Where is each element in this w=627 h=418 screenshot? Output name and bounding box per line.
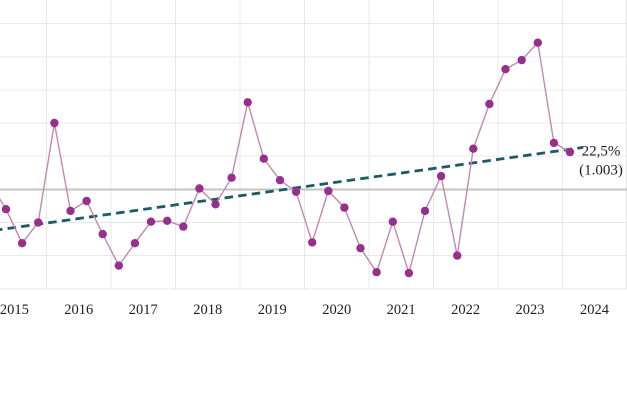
data-point (275, 176, 285, 185)
data-point (453, 251, 462, 260)
series-line (0, 42, 571, 274)
year-tick-label: 2023 (516, 302, 545, 318)
year-tick-label: 2017 (129, 302, 158, 318)
data-point (34, 218, 43, 227)
data-point (420, 206, 430, 216)
last-point-value-label: 22,5% (582, 144, 621, 160)
data-point (82, 196, 91, 206)
data-point (163, 216, 172, 225)
data-point (17, 239, 27, 248)
data-point (372, 268, 381, 277)
data-point (549, 138, 559, 148)
data-point (469, 144, 478, 153)
data-point (146, 217, 156, 226)
year-tick-label: 2022 (451, 302, 480, 318)
year-tick-label: 2021 (387, 302, 416, 318)
data-point (388, 217, 397, 226)
year-tick-label: 2018 (193, 302, 222, 318)
data-point (436, 171, 446, 181)
data-point (517, 55, 526, 65)
data-point (66, 206, 75, 216)
data-point (259, 154, 268, 163)
data-point (98, 229, 107, 239)
data-point (340, 203, 349, 212)
data-point (308, 238, 317, 247)
data-point (501, 65, 510, 74)
data-point (565, 147, 575, 157)
data-point (130, 239, 140, 248)
data-point (50, 118, 59, 128)
data-point (404, 268, 414, 278)
data-point (114, 261, 124, 270)
data-point (227, 173, 236, 182)
data-point (356, 244, 365, 253)
data-point (291, 187, 301, 196)
data-point (324, 186, 333, 196)
year-tick-label: 2020 (322, 302, 351, 318)
data-point (485, 99, 494, 109)
data-point (533, 38, 542, 47)
data-point (179, 222, 188, 231)
data-point (211, 200, 220, 209)
year-tick-label: 2015 (0, 302, 29, 318)
year-tick-label: 2019 (258, 302, 287, 318)
chart-layers: 2015 2016 2017 2018 2019 2020 2021 2022 2023 2024 (0, 0, 627, 318)
trend-line (0, 146, 584, 232)
last-point-count-label: (1.003) (579, 163, 623, 179)
year-tick-label: 2016 (64, 302, 93, 318)
data-point (1, 205, 11, 214)
data-point (243, 98, 252, 107)
year-tick-label: 2024 (580, 302, 610, 318)
data-point (195, 184, 204, 193)
